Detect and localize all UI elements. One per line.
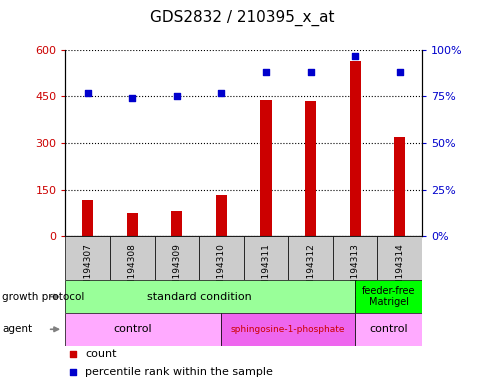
FancyBboxPatch shape [65,280,354,313]
Bar [126,213,137,236]
Bar [215,195,227,236]
FancyBboxPatch shape [243,236,287,280]
Text: control: control [368,324,407,334]
Text: GSM194311: GSM194311 [261,243,270,298]
FancyBboxPatch shape [110,236,154,280]
Text: GSM194314: GSM194314 [394,243,403,298]
Point [261,69,269,75]
Text: GSM194309: GSM194309 [172,243,181,298]
Bar [349,61,360,236]
Text: agent: agent [2,324,32,334]
Bar [171,211,182,236]
Bar [304,101,316,236]
Text: GSM194312: GSM194312 [305,243,315,298]
FancyBboxPatch shape [65,313,221,346]
Point [69,369,76,375]
FancyBboxPatch shape [65,236,110,280]
Bar [82,200,93,236]
Point [306,69,314,75]
Text: sphingosine-1-phosphate: sphingosine-1-phosphate [230,325,345,334]
FancyBboxPatch shape [377,236,421,280]
Text: GSM194308: GSM194308 [128,243,136,298]
Text: percentile rank within the sample: percentile rank within the sample [85,366,272,377]
FancyBboxPatch shape [199,236,243,280]
Point [173,93,181,99]
Text: standard condition: standard condition [147,291,251,302]
FancyBboxPatch shape [287,236,332,280]
Point [395,69,403,75]
Point [84,90,91,96]
Bar [260,99,271,236]
Text: control: control [113,324,151,334]
Text: feeder-free
Matrigel: feeder-free Matrigel [361,286,414,308]
Text: GDS2832 / 210395_x_at: GDS2832 / 210395_x_at [150,10,334,26]
Text: GSM194310: GSM194310 [216,243,226,298]
Point [350,53,358,59]
FancyBboxPatch shape [354,280,421,313]
Point [217,90,225,96]
FancyBboxPatch shape [154,236,199,280]
Text: GSM194307: GSM194307 [83,243,92,298]
Bar [393,137,405,236]
Point [128,95,136,101]
Point [69,351,76,357]
FancyBboxPatch shape [221,313,354,346]
FancyBboxPatch shape [354,313,421,346]
FancyBboxPatch shape [332,236,377,280]
Text: GSM194313: GSM194313 [350,243,359,298]
Text: count: count [85,349,116,359]
Text: growth protocol: growth protocol [2,291,85,302]
